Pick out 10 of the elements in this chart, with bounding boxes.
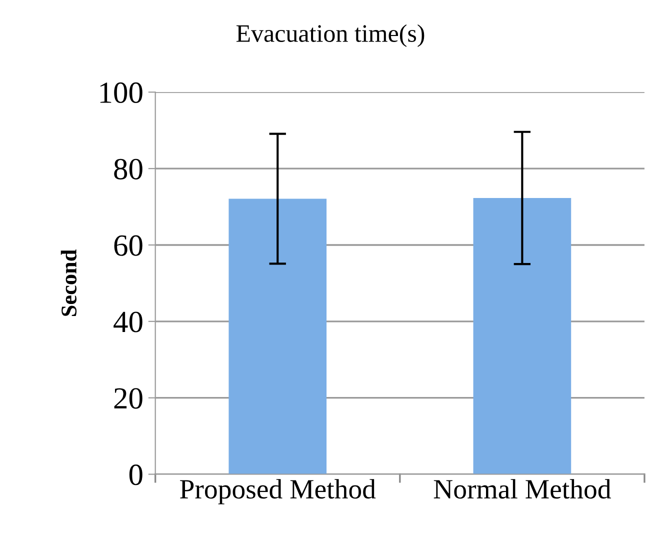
y-tick-label: 40 <box>114 312 142 332</box>
y-axis-title: Second <box>60 249 77 316</box>
chart-title: Evacuation time(s) <box>236 24 424 48</box>
y-tick-label: 80 <box>114 158 142 180</box>
y-tick-label: 100 <box>100 82 142 104</box>
x-tick-label: Proposed Method <box>180 479 376 504</box>
y-tick-label: 0 <box>129 464 142 486</box>
y-tick-label: 20 <box>114 388 142 409</box>
x-tick-label: Normal Method <box>434 479 611 499</box>
y-tick-label: 60 <box>114 235 142 256</box>
